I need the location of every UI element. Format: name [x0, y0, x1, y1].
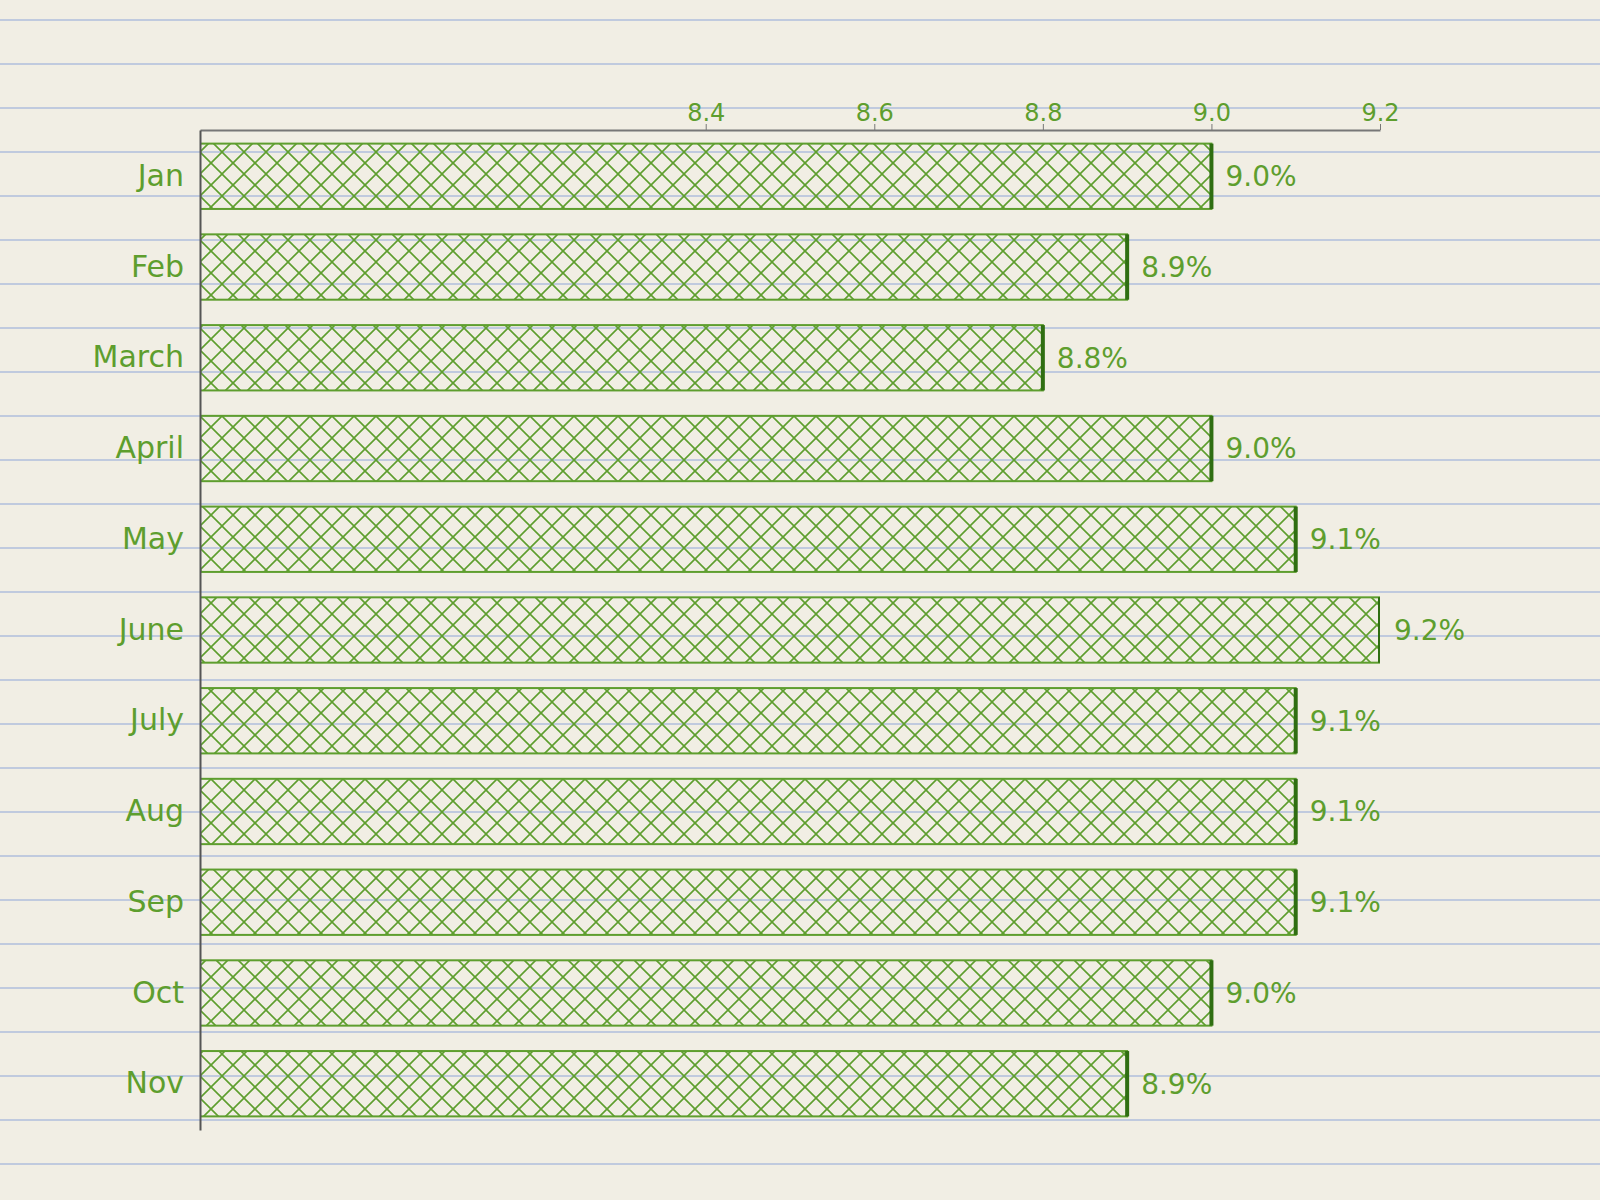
- bar: [200, 507, 1296, 572]
- x-tick: 8.8: [1024, 99, 1062, 130]
- x-tick: 8.4: [687, 99, 725, 130]
- y-tick-label: Oct: [132, 975, 184, 1010]
- data-label: 8.9%: [1141, 1068, 1212, 1101]
- y-tick: May: [122, 521, 200, 556]
- paper-line: [0, 855, 1600, 856]
- bar-end: [1209, 144, 1213, 209]
- x-tick: 8.6: [856, 99, 894, 130]
- y-tick: June: [117, 612, 200, 647]
- y-tick: Nov: [125, 1065, 200, 1100]
- paper-line: [0, 1163, 1600, 1164]
- plot: 9.0% 8.9% 8.8% 9.0% 9.1% 9.2% 9.1% 9.1% 9.1% 9.0%…: [93, 99, 1466, 1131]
- bar-end: [1041, 325, 1045, 390]
- y-tick-label: Nov: [125, 1065, 184, 1100]
- data-label: 9.1%: [1310, 523, 1381, 556]
- y-tick: April: [115, 430, 200, 465]
- bar: [200, 597, 1380, 662]
- paper-line: [0, 591, 1600, 592]
- bar: [200, 234, 1127, 299]
- paper-line: [0, 943, 1600, 944]
- y-tick: Jan: [136, 158, 200, 193]
- y-tick-label: Jan: [136, 158, 184, 193]
- x-tick-label: 8.4: [687, 99, 725, 127]
- x-tick-label: 9.0: [1193, 99, 1231, 127]
- data-labels: 9.0% 8.9% 8.8% 9.0% 9.1% 9.2% 9.1% 9.1% 9.1% 9.0%…: [1057, 160, 1465, 1100]
- paper-line: [0, 679, 1600, 680]
- bar: [200, 960, 1211, 1025]
- chart: 9.0% 8.9% 8.8% 9.0% 9.1% 9.2% 9.1% 9.1% 9.1% 9.0%…: [0, 0, 1600, 1200]
- y-axis-line: [200, 131, 202, 1131]
- data-label: 8.8%: [1057, 342, 1128, 375]
- data-label: 9.0%: [1225, 160, 1296, 193]
- bar-end: [1294, 779, 1298, 844]
- x-tick: 9.0: [1193, 99, 1231, 130]
- paper-lines: [0, 20, 1600, 1164]
- y-tick-label: July: [128, 702, 184, 737]
- paper-line: [0, 107, 1600, 108]
- y-tick-label: June: [117, 612, 184, 647]
- data-label: 8.9%: [1141, 251, 1212, 284]
- x-tick-label: 8.6: [856, 99, 894, 127]
- data-label: 9.1%: [1310, 705, 1381, 738]
- y-tick: Feb: [131, 249, 200, 284]
- y-tick: Sep: [127, 884, 200, 919]
- bar-end: [1378, 597, 1380, 662]
- bar: [200, 870, 1296, 935]
- x-axis: 8.4 8.6 8.8 9.0 9.2: [201, 99, 1400, 131]
- y-tick-label: April: [115, 430, 184, 465]
- y-axis: Jan Feb March April May June July Aug Sep Oct Nov: [93, 131, 201, 1131]
- y-tick: March: [93, 339, 200, 374]
- paper-line: [0, 767, 1600, 768]
- bar-end: [1125, 1051, 1129, 1116]
- y-tick-label: Sep: [127, 884, 184, 919]
- bar: [200, 779, 1296, 844]
- bar: [200, 144, 1211, 209]
- bar-end: [1294, 688, 1298, 753]
- x-tick: 9.2: [1361, 99, 1399, 130]
- data-label: 9.0%: [1225, 432, 1296, 465]
- bar: [200, 416, 1211, 481]
- bar-end: [1209, 416, 1213, 481]
- paper-line: [0, 63, 1600, 64]
- bar: [200, 325, 1043, 390]
- x-tick-label: 8.8: [1024, 99, 1062, 127]
- data-label: 9.1%: [1310, 886, 1381, 919]
- paper-line: [0, 1031, 1600, 1032]
- y-tick-label: May: [122, 521, 184, 556]
- y-tick-label: March: [93, 339, 184, 374]
- paper-line: [0, 1119, 1600, 1120]
- y-tick-label: Feb: [131, 249, 184, 284]
- paper-line: [0, 19, 1600, 20]
- bar-end: [1294, 507, 1298, 572]
- bars: [200, 144, 1380, 1117]
- bar-end: [1125, 234, 1129, 299]
- bar-end: [1294, 870, 1298, 935]
- x-axis-line: [201, 130, 1381, 132]
- paper: [0, 0, 1600, 1200]
- y-tick-label: Aug: [125, 793, 184, 828]
- y-tick: Oct: [132, 975, 200, 1010]
- data-label: 9.0%: [1225, 977, 1296, 1010]
- data-label: 9.2%: [1394, 614, 1465, 647]
- paper-line: [0, 503, 1600, 504]
- y-tick: Aug: [125, 793, 200, 828]
- data-label: 9.1%: [1310, 795, 1381, 828]
- bar: [200, 688, 1296, 753]
- x-tick-label: 9.2: [1361, 99, 1399, 127]
- y-tick: July: [128, 702, 200, 737]
- bar: [200, 1051, 1127, 1116]
- bar-end: [1209, 960, 1213, 1025]
